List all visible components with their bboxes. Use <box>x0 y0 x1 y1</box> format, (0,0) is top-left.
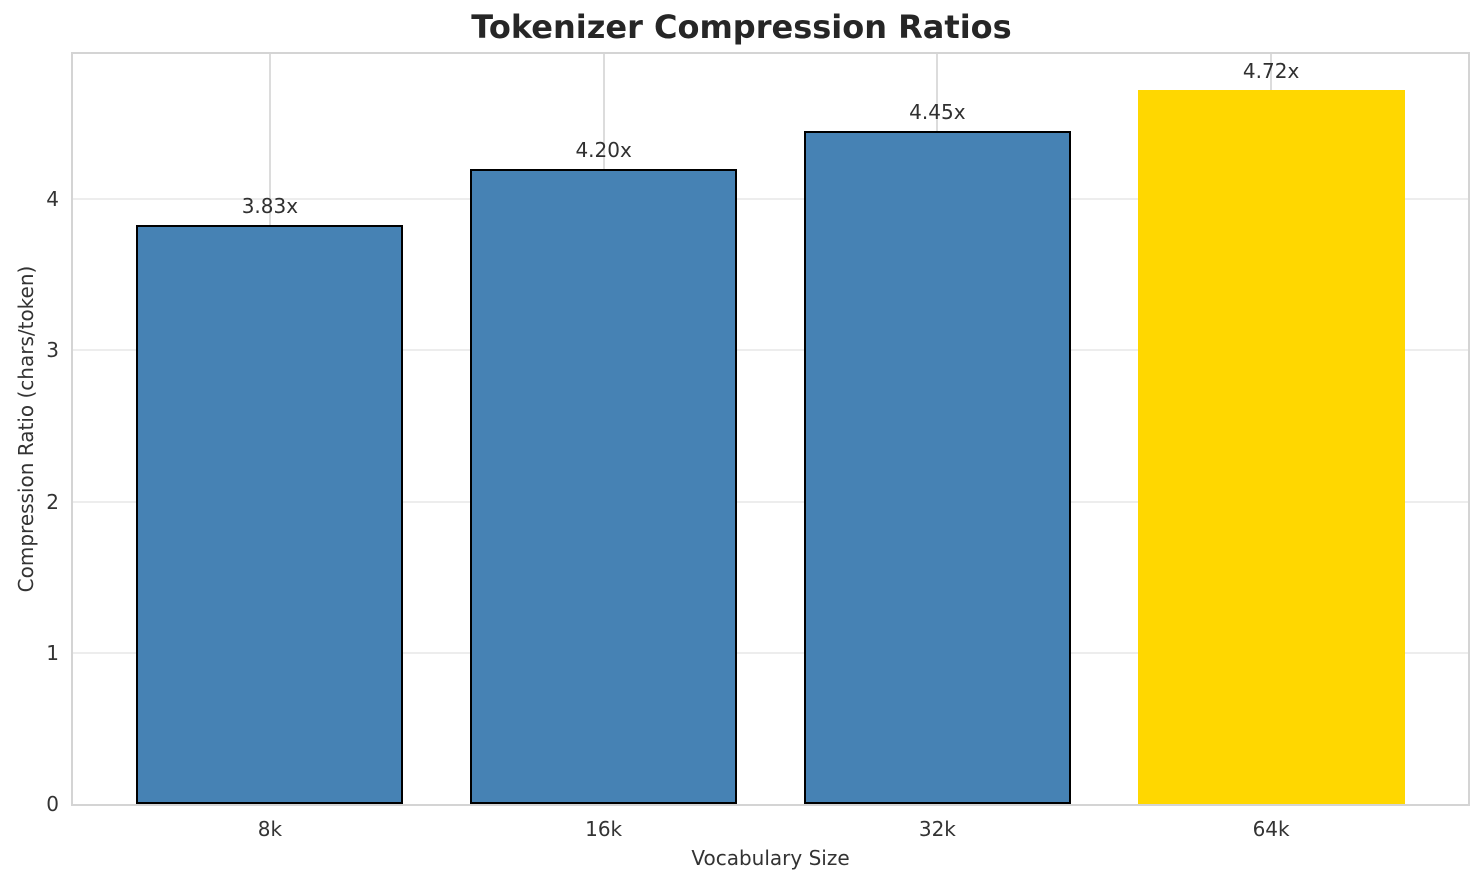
bar-value-label: 4.45x <box>909 100 966 125</box>
chart-title: Tokenizer Compression Ratios <box>471 8 1012 46</box>
y-tick-label: 1 <box>46 640 59 665</box>
y-tick-label: 0 <box>46 792 59 816</box>
h-gridline <box>73 198 1468 201</box>
bar <box>136 224 404 804</box>
x-tick-label: 8k <box>257 817 283 841</box>
h-gridline <box>73 349 1468 352</box>
y-tick-label: 2 <box>46 489 59 514</box>
bar <box>1137 90 1405 804</box>
h-gridline <box>73 500 1468 503</box>
bar-value-label: 4.72x <box>1242 59 1300 84</box>
x-tick-label: 16k <box>585 817 623 841</box>
bar-value-label: 3.83x <box>241 193 299 218</box>
x-tick-label: 64k <box>1252 817 1290 841</box>
bar <box>470 168 738 804</box>
plot-area: 3.83x 4.20x 4.45x 4.72x <box>71 52 1470 806</box>
bar <box>803 131 1071 804</box>
h-gridline <box>73 651 1468 654</box>
y-tick-label: 3 <box>46 338 59 363</box>
x-tick-label: 32k <box>918 817 956 841</box>
bar-value-label: 4.20x <box>575 137 632 162</box>
y-axis-title: Compression Ratio (chars/token) <box>14 265 38 593</box>
y-tick-label: 4 <box>46 187 59 212</box>
x-axis-title: Vocabulary Size <box>691 846 850 870</box>
